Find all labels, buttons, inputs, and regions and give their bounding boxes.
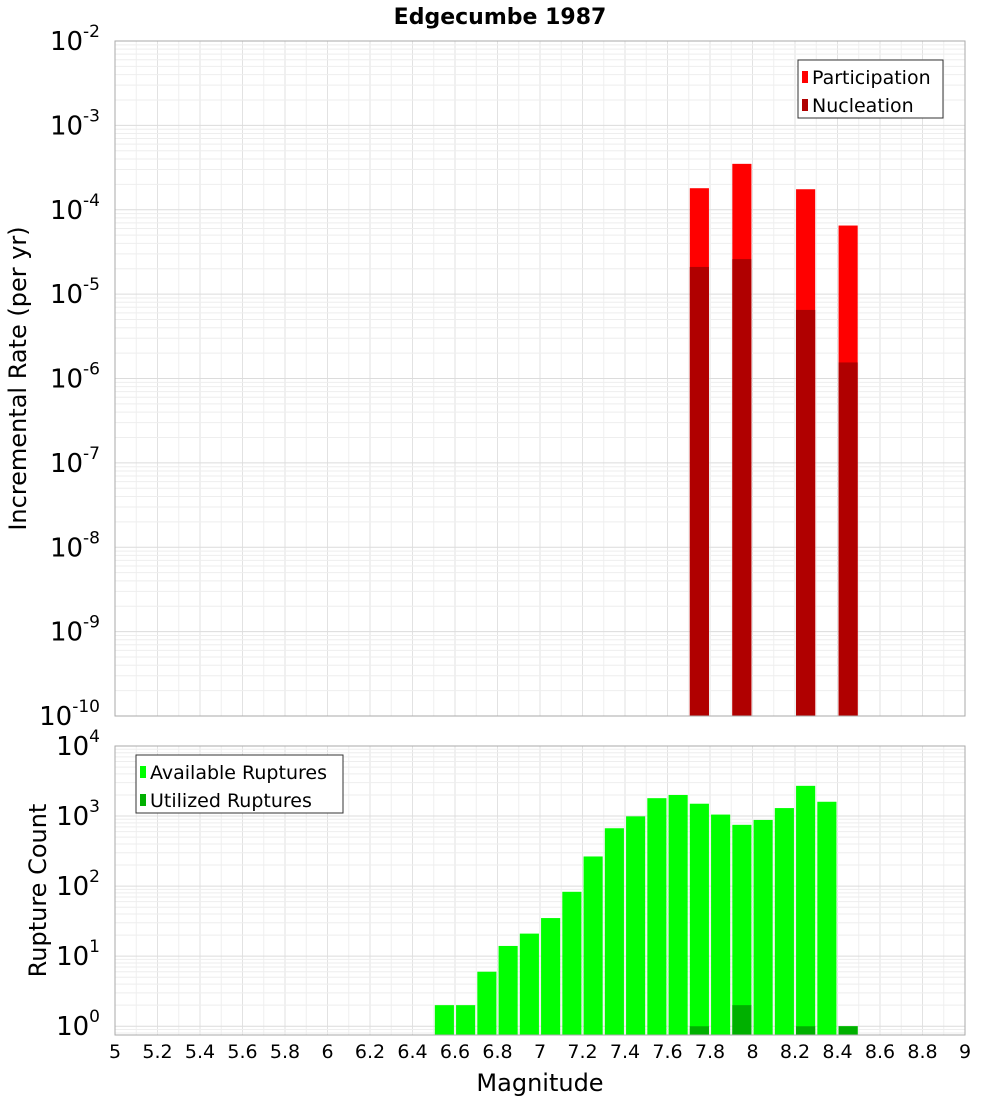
bar-available-ruptures <box>604 828 624 1035</box>
legend-swatch <box>140 766 146 778</box>
x-axis-label: Magnitude <box>476 1069 603 1097</box>
bottom-bars <box>434 785 858 1035</box>
top-plot-panel: 10-2 10-3 10-4 10-5 10-6 10-7 10-8 10-9 10-10 In… <box>4 22 966 732</box>
x-tick-label: 5.8 <box>270 1041 300 1063</box>
x-tick-label: 8.2 <box>780 1041 810 1063</box>
legend-entry: Participation <box>812 67 931 89</box>
y-tick-label: 10-5 <box>50 275 100 310</box>
y-tick-label: 10-4 <box>50 191 100 226</box>
bar-utilized-ruptures <box>838 1026 858 1035</box>
top-y-tick-labels: 10-2 10-3 10-4 10-5 10-6 10-7 10-8 10-9 10-10 <box>39 22 100 732</box>
bar-available-ruptures <box>519 933 539 1035</box>
bottom-y-tick-labels: 100 101 102 103 104 <box>56 727 100 1042</box>
x-tick-label: 5.4 <box>185 1041 215 1063</box>
x-tick-label: 8 <box>746 1041 758 1063</box>
bar-available-ruptures <box>732 824 752 1035</box>
y-tick-label: 10-10 <box>39 697 100 732</box>
bottom-y-axis-label: Rupture Count <box>24 804 52 978</box>
x-tick-label: 6.4 <box>397 1041 427 1063</box>
bar-available-ruptures <box>796 785 816 1035</box>
x-tick-label: 7.4 <box>610 1041 640 1063</box>
bar-available-ruptures <box>498 945 518 1035</box>
top-y-axis-label: Incremental Rate (per yr) <box>4 226 32 530</box>
bar-available-ruptures <box>774 808 794 1035</box>
legend-swatch <box>802 99 808 111</box>
bar-available-ruptures <box>647 798 667 1035</box>
bottom-plot-panel: 100 101 102 103 104 5 5.2 5.4 5.6 5.8 6 6.2 6.4 6.6 6… <box>24 727 971 1097</box>
y-tick-label: 104 <box>56 727 100 762</box>
top-legend: Participation Nucleation <box>797 59 944 119</box>
bar-nucleation <box>838 362 858 716</box>
bar-available-ruptures <box>817 801 837 1035</box>
top-bars <box>689 163 858 717</box>
bar-utilized-ruptures <box>689 1026 709 1035</box>
bar-available-ruptures <box>562 891 582 1035</box>
y-tick-label: 100 <box>56 1007 100 1042</box>
x-tick-label: 5 <box>109 1041 121 1063</box>
bar-utilized-ruptures <box>796 1026 816 1035</box>
x-tick-label: 7 <box>534 1041 546 1063</box>
bar-nucleation <box>689 266 709 716</box>
bar-available-ruptures <box>477 971 497 1035</box>
bar-nucleation <box>732 259 752 716</box>
x-tick-label: 7.8 <box>695 1041 725 1063</box>
x-tick-label: 6 <box>321 1041 333 1063</box>
legend-box <box>135 754 344 814</box>
bar-available-ruptures <box>689 803 709 1035</box>
bar-available-ruptures <box>753 819 773 1035</box>
top-gridlines <box>114 41 966 717</box>
y-tick-label: 10-7 <box>50 444 100 479</box>
legend-swatch <box>140 794 146 806</box>
y-tick-label: 10-6 <box>50 360 100 395</box>
y-tick-label: 101 <box>56 937 100 972</box>
legend-entry: Utilized Ruptures <box>150 790 312 812</box>
bottom-legend: Available Ruptures Utilized Ruptures <box>135 754 344 814</box>
x-tick-label: 5.6 <box>227 1041 257 1063</box>
bar-available-ruptures <box>711 814 731 1035</box>
x-tick-label: 8.4 <box>822 1041 852 1063</box>
chart-title: Edgecumbe 1987 <box>394 5 607 30</box>
x-tick-label: 5.2 <box>142 1041 172 1063</box>
y-tick-label: 10-2 <box>50 22 100 57</box>
y-tick-label: 10-3 <box>50 106 100 141</box>
bar-available-ruptures <box>456 1005 476 1035</box>
y-tick-label: 102 <box>56 867 100 902</box>
y-tick-label: 10-8 <box>50 528 100 563</box>
x-tick-label: 7.2 <box>567 1041 597 1063</box>
y-tick-label: 10-9 <box>50 613 100 648</box>
x-tick-label: 9 <box>959 1041 971 1063</box>
x-tick-label: 6.2 <box>355 1041 385 1063</box>
bar-available-ruptures <box>541 918 561 1035</box>
bar-available-ruptures <box>626 816 646 1035</box>
y-tick-label: 103 <box>56 797 100 832</box>
bar-nucleation <box>796 309 816 716</box>
x-tick-label: 7.6 <box>652 1041 682 1063</box>
bar-utilized-ruptures <box>732 1005 752 1035</box>
legend-swatch <box>802 71 808 83</box>
bar-available-ruptures <box>668 794 688 1035</box>
bar-available-ruptures <box>583 856 603 1035</box>
x-tick-label: 6.8 <box>482 1041 512 1063</box>
top-plot-frame <box>114 40 966 717</box>
x-tick-label: 6.6 <box>440 1041 470 1063</box>
x-tick-labels: 5 5.2 5.4 5.6 5.8 6 6.2 6.4 6.6 6.8 7 7.2 7.4 7.6 7.8 8… <box>109 1041 971 1063</box>
x-tick-label: 8.8 <box>907 1041 937 1063</box>
legend-entry: Available Ruptures <box>150 762 327 784</box>
bottom-plot-frame <box>114 745 966 1036</box>
bar-available-ruptures <box>434 1005 454 1035</box>
x-tick-label: 8.6 <box>865 1041 895 1063</box>
legend-entry: Nucleation <box>812 95 914 117</box>
legend-box <box>797 59 944 119</box>
